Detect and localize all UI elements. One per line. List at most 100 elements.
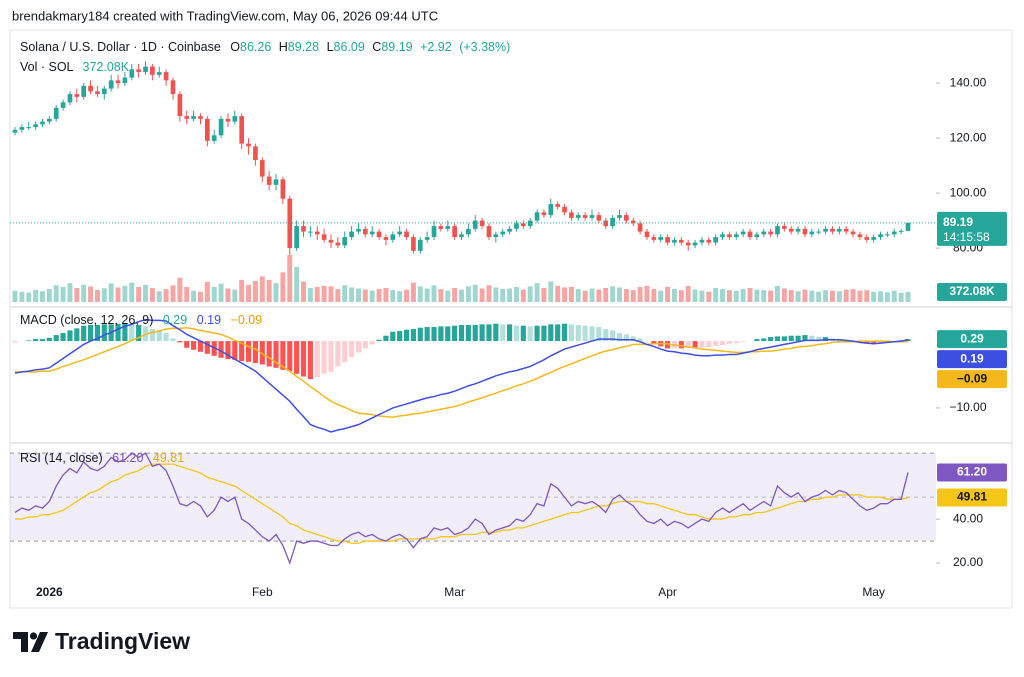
volume-bar [397,291,403,302]
candle-body [514,223,519,229]
candle-body [369,231,375,235]
macd-histogram-bar [740,341,746,342]
candle-body [342,237,348,246]
candle-body [287,198,293,249]
macd-histogram-bar [452,325,458,342]
candle-body [321,234,327,240]
y-tick-label: 40.00 [953,511,983,525]
candle-body [548,204,554,216]
macd-title: MACD (close, 12, 26, 9) [20,313,153,327]
macd-histogram-bar [616,333,623,342]
candle-body [163,72,169,81]
macd-histogram-bar [94,325,101,342]
logo-shape [29,632,38,640]
volume-bar [53,285,59,302]
volume-bar [568,286,574,302]
candle-body [205,118,210,141]
macd-histogram-bar [266,341,272,367]
volume-bar [596,289,602,302]
macd-histogram-bar [232,341,238,360]
volume-bar [781,288,787,302]
volume-bar [836,291,842,302]
macd-histogram-bar [768,337,774,342]
candle-body [582,215,588,218]
macd-histogram-bar [369,341,375,345]
macd-histogram-bar [259,341,265,365]
macd-histogram-bar [287,341,293,372]
macd-histogram-bar [46,337,52,342]
macd-histogram-bar [204,341,210,354]
macd-histogram-bar [156,330,162,342]
macd-histogram-bar [191,341,197,350]
macd-histogram-bar [122,323,128,342]
volume-bar [541,288,547,302]
candle-body [74,94,80,97]
candle-body [823,228,828,232]
volume-bar [115,287,121,302]
volume-bar [452,288,458,302]
volume-bar [246,284,252,302]
volume-bar [33,289,39,302]
volume-bar [369,290,375,302]
candle-body [129,69,135,78]
macd-histogram-bar [630,336,636,342]
macd-histogram-bar [252,341,258,364]
macd-histogram-bar [651,341,657,344]
candle-body [479,220,485,227]
volume-bar [342,285,348,302]
volume-bar [459,289,464,302]
rsi-ma-line [15,463,909,544]
volume-bar [713,288,719,302]
macd-histogram-bar [136,325,142,342]
volume-bar [582,290,588,302]
volume-bar [438,289,444,302]
volume-bar [149,288,155,302]
candle-body [431,226,437,238]
rsi-value: 61.20 [112,451,143,465]
candle-body [308,231,313,233]
macd-histogram-bar [149,329,155,342]
candle-body [328,239,334,243]
volume-bar [671,289,677,302]
volume-bar [720,289,726,302]
volume-bar [658,290,664,302]
macd-histogram-bar [733,341,739,344]
macd-histogram-bar [74,328,80,342]
countdown: 14:15:58 [943,230,990,244]
macd-histogram-bar [541,325,547,342]
macd-histogram-bar [754,339,760,342]
macd-histogram-bar [163,333,169,342]
macd-histogram-bar [390,331,396,342]
volume-bar [252,281,258,302]
signal-line [15,326,909,419]
macd-histogram-bar [774,336,781,342]
volume-title: Vol · SOL [20,60,74,74]
candle-body [33,124,38,128]
x-tick-label: Apr [658,585,677,599]
candle-body [472,220,478,229]
brand-logo [13,632,48,652]
volume-bar [623,289,629,302]
candle-body [733,234,739,238]
volume-bar [60,286,66,302]
candle-body [589,215,595,218]
candle-body [610,217,615,227]
candle-body [349,231,354,238]
candle-body [541,212,547,216]
volume-bar [706,291,712,302]
candle-body [108,80,114,89]
volume-bar [404,289,410,302]
volume-bar [740,289,746,302]
candle-body [47,118,52,122]
macd-histogram-bar [781,336,787,342]
macd-histogram-bar [555,324,561,342]
y-tick-label: 20.00 [953,555,983,569]
macd-histogram-bar [314,341,320,378]
ohlc-letter: C [372,40,381,54]
volume-bar [143,285,148,302]
low-value: 86.09 [334,40,365,54]
candle-body [782,226,787,229]
volume-bar [307,288,313,302]
